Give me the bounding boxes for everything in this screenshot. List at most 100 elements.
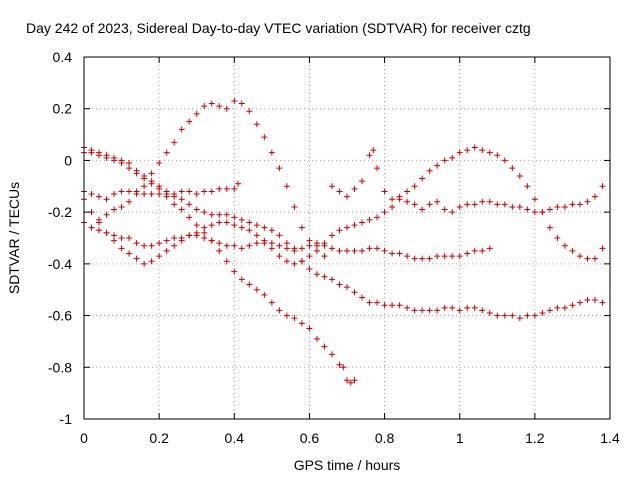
data-point <box>328 232 335 239</box>
grid-lines <box>84 57 610 419</box>
data-point <box>118 235 125 241</box>
data-point <box>434 307 441 314</box>
data-point <box>156 253 163 260</box>
data-point <box>201 103 208 110</box>
data-point <box>486 309 493 316</box>
data-point <box>546 307 553 314</box>
data-point <box>449 154 456 161</box>
data-point <box>434 253 441 260</box>
data-point <box>223 258 230 265</box>
data-point <box>141 260 148 267</box>
data-point <box>591 297 598 304</box>
data-point <box>186 201 193 208</box>
data-point <box>524 183 531 190</box>
data-point <box>313 242 320 249</box>
data-point <box>501 201 508 208</box>
data-point <box>103 211 110 218</box>
data-point <box>328 245 335 252</box>
data-point <box>434 198 441 205</box>
data-point <box>441 157 448 164</box>
data-point <box>306 253 313 260</box>
data-point <box>133 191 140 198</box>
data-point <box>599 183 606 190</box>
y-tick-label: 0.2 <box>53 101 73 117</box>
data-point <box>193 229 200 236</box>
series-sat-d <box>81 219 493 262</box>
data-point <box>268 299 275 306</box>
data-point <box>141 183 148 190</box>
data-point <box>486 198 493 205</box>
data-point <box>238 276 245 283</box>
data-point <box>208 100 215 107</box>
data-point <box>524 312 531 319</box>
data-point <box>479 147 486 154</box>
data-point <box>178 188 185 195</box>
series-sat-c <box>81 149 358 386</box>
data-point <box>118 245 125 252</box>
data-point <box>554 304 561 311</box>
data-point <box>381 188 388 195</box>
data-point <box>291 315 298 322</box>
data-point <box>103 154 110 161</box>
x-tick-label: 1.2 <box>525 430 545 446</box>
data-point <box>186 118 193 125</box>
data-point <box>223 211 230 218</box>
data-point <box>261 224 268 231</box>
y-tick-labels: 0.4 0.2 0 -0.2 -0.4 -0.6 -0.8 -1 <box>48 49 72 427</box>
data-point <box>193 206 200 213</box>
y-tick-label: 0 <box>64 152 72 168</box>
data-point <box>321 253 328 260</box>
data-point <box>178 206 185 213</box>
data-point <box>464 250 471 257</box>
data-point <box>201 209 208 216</box>
data-point <box>283 245 290 252</box>
data-point <box>366 216 373 223</box>
data-point <box>419 175 426 182</box>
data-point <box>539 309 546 316</box>
data-point <box>561 203 568 210</box>
data-point <box>471 144 478 151</box>
data-point <box>328 276 335 283</box>
data-point <box>389 302 396 309</box>
data-point <box>118 203 125 210</box>
data-point <box>163 237 170 244</box>
data-point <box>464 147 471 154</box>
data-point <box>253 222 260 229</box>
data-point <box>336 227 343 234</box>
data-point <box>306 237 313 244</box>
x-tick-label: 0.4 <box>225 430 245 446</box>
data-point <box>186 188 193 195</box>
data-point <box>231 242 238 249</box>
data-point <box>599 245 606 252</box>
data-point <box>96 152 103 159</box>
data-point <box>298 258 305 265</box>
data-point <box>96 193 103 200</box>
data-point <box>291 203 298 210</box>
data-point <box>223 185 230 192</box>
data-point <box>381 302 388 309</box>
data-point <box>246 219 253 226</box>
data-point <box>283 312 290 319</box>
data-point <box>216 219 223 226</box>
data-point <box>201 224 208 231</box>
data-point <box>381 247 388 254</box>
x-tick-label: 0.2 <box>149 430 169 446</box>
data-point <box>509 203 516 210</box>
y-axis-label: SDTVAR / TECUs <box>6 182 22 294</box>
data-point <box>171 139 178 146</box>
data-point <box>148 191 155 198</box>
data-point <box>359 294 366 301</box>
data-point <box>201 229 208 236</box>
data-point <box>231 97 238 104</box>
data-point <box>426 307 433 314</box>
data-point <box>396 302 403 309</box>
data-point <box>344 224 350 231</box>
data-point <box>321 343 328 350</box>
data-point <box>231 214 238 221</box>
data-point <box>148 258 155 265</box>
data-point <box>118 188 125 195</box>
data-point <box>238 216 245 223</box>
data-point <box>253 121 260 128</box>
data-point <box>216 103 223 110</box>
